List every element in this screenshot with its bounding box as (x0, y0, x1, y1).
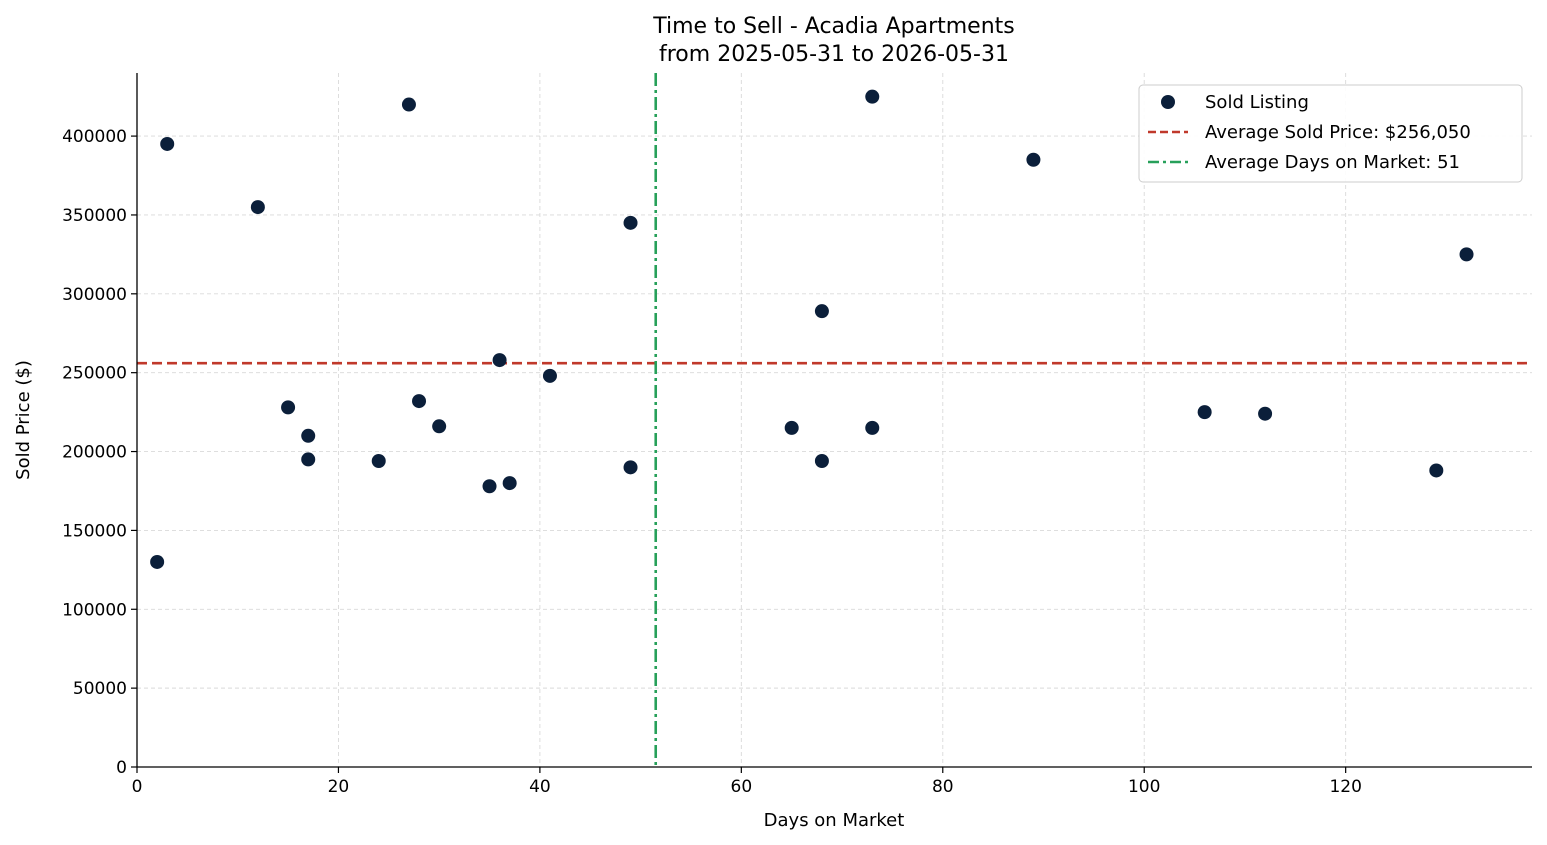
x-tick-label: 40 (529, 777, 551, 797)
data-point (371, 454, 386, 469)
data-point (623, 460, 638, 475)
chart-subtitle: from 2025-05-31 to 2026-05-31 (659, 42, 1009, 67)
data-point (1258, 406, 1273, 421)
x-tick-label: 120 (1329, 777, 1361, 797)
data-point (301, 428, 316, 443)
data-point (492, 353, 507, 368)
data-point (623, 215, 638, 230)
x-tick-label: 100 (1128, 777, 1160, 797)
data-point (1429, 463, 1444, 478)
data-point (301, 452, 316, 467)
x-axis-ticks: 0 20 40 60 80 100 120 (132, 767, 1362, 797)
legend-marker (1161, 95, 1175, 109)
data-point (160, 136, 175, 151)
y-axis-label: Sold Price ($) (13, 360, 34, 480)
legend-label: Sold Listing (1205, 92, 1309, 113)
legend: Sold Listing Average Sold Price: $256,050… (1138, 84, 1523, 183)
data-point (502, 476, 517, 491)
data-points (150, 89, 1474, 569)
data-point (250, 200, 265, 215)
data-point (401, 97, 416, 112)
y-tick-label: 100000 (62, 600, 127, 620)
x-tick-label: 0 (132, 777, 143, 797)
data-point (865, 89, 880, 104)
y-tick-label: 50000 (73, 679, 127, 699)
y-tick-label: 0 (116, 758, 127, 778)
data-point (814, 304, 829, 319)
reference-lines (137, 73, 1532, 767)
y-tick-label: 400000 (62, 127, 127, 147)
x-tick-label: 80 (932, 777, 954, 797)
grid-lines (137, 73, 1532, 767)
y-tick-label: 250000 (62, 364, 127, 384)
legend-box (1138, 84, 1523, 183)
data-point (412, 394, 427, 409)
y-tick-label: 200000 (62, 443, 127, 463)
x-tick-label: 60 (731, 777, 753, 797)
y-tick-label: 350000 (62, 206, 127, 226)
data-point (150, 554, 165, 569)
data-point (814, 454, 829, 469)
axes (136, 73, 1532, 768)
data-point (1026, 152, 1041, 167)
y-tick-label: 150000 (62, 521, 127, 541)
legend-label: Average Days on Market: 51 (1205, 152, 1460, 173)
data-point (281, 400, 296, 415)
x-tick-label: 20 (328, 777, 350, 797)
data-point (865, 420, 880, 435)
data-point (784, 420, 799, 435)
chart-title: Time to Sell - Acadia Apartments (652, 14, 1015, 39)
legend-label: Average Sold Price: $256,050 (1205, 122, 1471, 143)
data-point (1197, 405, 1212, 420)
data-point (542, 368, 557, 383)
data-point (482, 479, 497, 494)
y-axis-ticks: 0 50000 100000 150000 200000 250000 300000 3500… (62, 127, 137, 778)
data-point (1459, 247, 1474, 262)
y-tick-label: 300000 (62, 285, 127, 305)
data-point (432, 419, 447, 434)
x-axis-label: Days on Market (764, 810, 905, 831)
